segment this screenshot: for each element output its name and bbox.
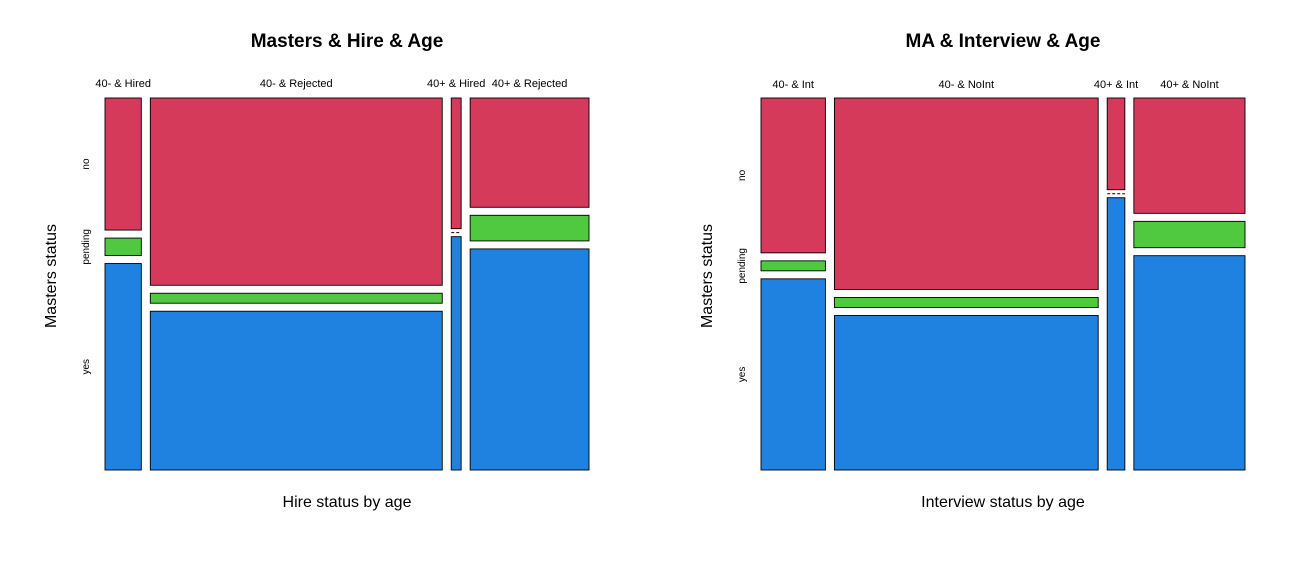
tile-pending [760,260,826,272]
column-label: 40+ & Rejected [492,78,568,90]
tile-pending [833,297,1099,308]
chart-title: MA & Interview & Age [906,31,1101,52]
mosaic-panel-hire: Masters & Hire & Age Hire status by age … [43,31,590,511]
y-axis-label: Masters status [43,224,60,328]
tile-yes [149,310,443,471]
column-label: 40- & Int [772,79,814,91]
tile-pending [469,214,590,242]
row-label-yes: yes [737,367,748,383]
row-labels: no pending yes [737,169,748,382]
tile-pending [1133,220,1246,249]
tile-no [760,97,826,254]
tile-no [149,97,443,286]
row-label-yes: yes [81,359,92,375]
column-labels: 40- & Hired 40- & Rejected 40+ & Hired 40+ … [95,78,567,90]
mosaic-panel-interview: MA & Interview & Age Interview status by… [699,31,1246,511]
column-label: 40+ & NoInt [1160,79,1218,91]
tile-yes [760,278,826,471]
column-label: 40+ & Hired [427,78,485,90]
tile-yes [833,315,1099,471]
row-label-no: no [737,169,748,181]
row-label-pending: pending [737,248,748,284]
column-label: 40+ & Int [1094,79,1138,91]
tile-no [833,97,1099,290]
tile-no [450,97,462,230]
tile-no [104,97,142,231]
tile-yes [450,236,462,471]
tile-pending [149,292,443,304]
tile-yes [1106,197,1126,471]
tile-yes [104,263,142,471]
tile-yes [1133,255,1246,471]
row-labels: no pending yes [81,158,92,375]
column-label: 40- & Rejected [260,78,333,90]
column-label: 40- & NoInt [938,79,994,91]
row-label-pending: pending [81,229,92,265]
tile-pending [104,237,142,256]
x-axis-label: Interview status by age [921,494,1085,511]
column-label: 40- & Hired [95,78,151,90]
tile-no [1133,97,1246,214]
mosaic-tiles [104,97,590,471]
row-label-no: no [81,158,92,170]
tile-no [469,97,590,208]
mosaic-tiles [760,97,1246,471]
x-axis-label: Hire status by age [283,494,412,511]
y-axis-label: Masters status [699,224,716,328]
column-labels: 40- & Int 40- & NoInt 40+ & Int 40+ & NoInt [772,79,1218,91]
tile-yes [469,248,590,471]
tile-no [1106,97,1126,191]
chart-title: Masters & Hire & Age [251,31,444,52]
